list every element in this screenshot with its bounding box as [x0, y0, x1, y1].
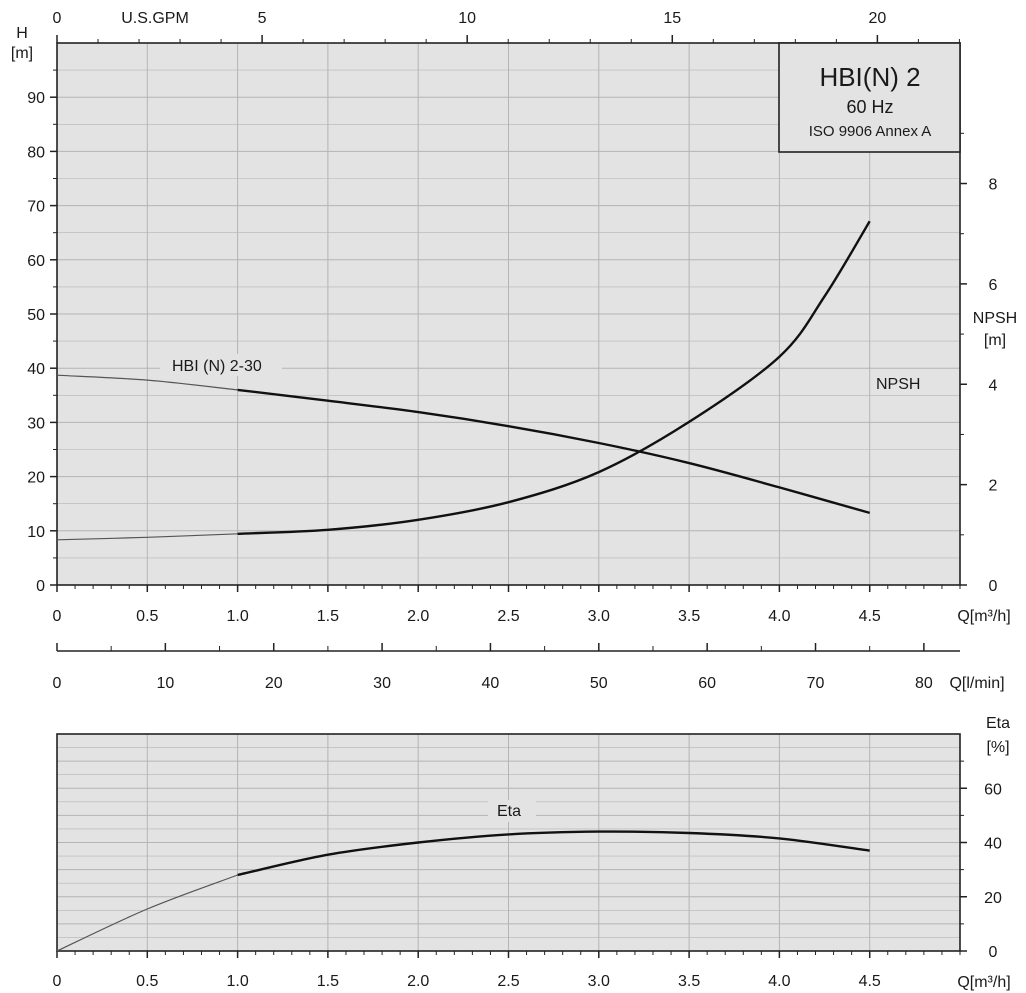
head-curve [237, 388, 871, 515]
q-tick-label: 3.0 [588, 608, 610, 625]
head-tick-label: 70 [27, 199, 45, 216]
head-tick-label: 50 [27, 307, 45, 324]
npsh-tick-label: 4 [989, 377, 998, 394]
legend-standard: ISO 9906 Annex A [809, 123, 932, 140]
npsh-curve-extrapolated [56, 533, 238, 541]
eta-axis-unit: [%] [986, 739, 1009, 756]
lmin-tick-label: 0 [53, 675, 62, 692]
legend-model: HBI(N) 2 [819, 62, 920, 92]
gpm-tick-label: 0 [53, 10, 62, 27]
lmin-tick-label: 20 [265, 675, 283, 692]
q-tick-label: 0 [53, 608, 62, 625]
eta-curve-label: Eta [497, 803, 521, 820]
lmin-tick-label: 70 [807, 675, 825, 692]
q-tick-label: 1.5 [317, 973, 339, 990]
q-tick-label: 4.0 [768, 973, 790, 990]
npsh-curve-label: NPSH [876, 376, 920, 393]
lmin-axis-unit: Q[l/min] [949, 675, 1004, 692]
q-tick-label: 3.0 [588, 973, 610, 990]
head-plot-grid [57, 43, 960, 585]
head-tick-label: 0 [36, 578, 45, 595]
head-tick-label: 30 [27, 415, 45, 432]
eta-curve-label-bg [488, 800, 536, 822]
eta-curve-extrapolated [56, 874, 238, 952]
npsh-curve [237, 220, 871, 535]
q-axis-unit-bottom: Q[m³/h] [957, 974, 1010, 991]
q-tick-label: 0.5 [136, 608, 158, 625]
head-tick-label: 60 [27, 253, 45, 270]
lmin-tick-label: 50 [590, 675, 608, 692]
gpm-tick-label: 10 [458, 10, 476, 27]
q-tick-label: 0 [53, 973, 62, 990]
npsh-tick-label: 6 [989, 277, 998, 294]
eta-tick-label: 60 [984, 781, 1002, 798]
lmin-tick-label: 60 [698, 675, 716, 692]
head-tick-label: 40 [27, 361, 45, 378]
gpm-tick-label: 20 [868, 10, 886, 27]
q-tick-label: 1.0 [226, 973, 248, 990]
eta-tick-label: 20 [984, 890, 1002, 907]
q-tick-label: 3.5 [678, 608, 700, 625]
curves [56, 220, 871, 952]
head-tick-label: 20 [27, 470, 45, 487]
legend-box [778, 42, 961, 153]
lmin-tick-label: 10 [156, 675, 174, 692]
npsh-axis-title: NPSH [973, 310, 1017, 327]
axis-ticks: 000.50.51.01.01.51.52.02.02.52.53.03.03.… [27, 10, 1002, 990]
gpm-tick-label: 15 [663, 10, 681, 27]
head-tick-label: 80 [27, 144, 45, 161]
eta-curve [237, 830, 870, 877]
eta-axis-title: Eta [986, 715, 1010, 732]
eta-plot-grid [57, 734, 960, 951]
npsh-tick-label: 8 [989, 177, 998, 194]
lmin-tick-label: 40 [482, 675, 500, 692]
q-tick-label: 4.5 [859, 608, 881, 625]
legend-frequency: 60 Hz [846, 97, 893, 117]
q-tick-label: 1.5 [317, 608, 339, 625]
npsh-tick-label: 2 [989, 478, 998, 495]
gpm-tick-label: 5 [258, 10, 267, 27]
lmin-tick-label: 30 [373, 675, 391, 692]
q-axis-unit-top: Q[m³/h] [957, 608, 1010, 625]
q-tick-label: 2.5 [497, 608, 519, 625]
top-axis-unit: U.S.GPM [121, 10, 189, 27]
head-tick-label: 10 [27, 524, 45, 541]
q-tick-label: 2.0 [407, 608, 429, 625]
q-tick-label: 2.5 [497, 973, 519, 990]
head-curve-label: HBI (N) 2-30 [172, 358, 262, 375]
npsh-tick-label: 0 [989, 578, 998, 595]
head-tick-label: 90 [27, 90, 45, 107]
eta-tick-label: 0 [989, 944, 998, 961]
q-tick-label: 3.5 [678, 973, 700, 990]
head-curve-extrapolated [56, 374, 238, 391]
lmin-tick-label: 80 [915, 675, 933, 692]
q-tick-label: 1.0 [226, 608, 248, 625]
q-tick-label: 4.5 [859, 973, 881, 990]
q-tick-label: 2.0 [407, 973, 429, 990]
q-tick-label: 0.5 [136, 973, 158, 990]
head-curve-label-bg [160, 354, 282, 376]
head-axis-unit: [m] [11, 45, 33, 62]
head-axis-title: H [16, 25, 28, 42]
npsh-axis-unit: [m] [984, 332, 1006, 349]
eta-tick-label: 40 [984, 836, 1002, 853]
q-tick-label: 4.0 [768, 608, 790, 625]
